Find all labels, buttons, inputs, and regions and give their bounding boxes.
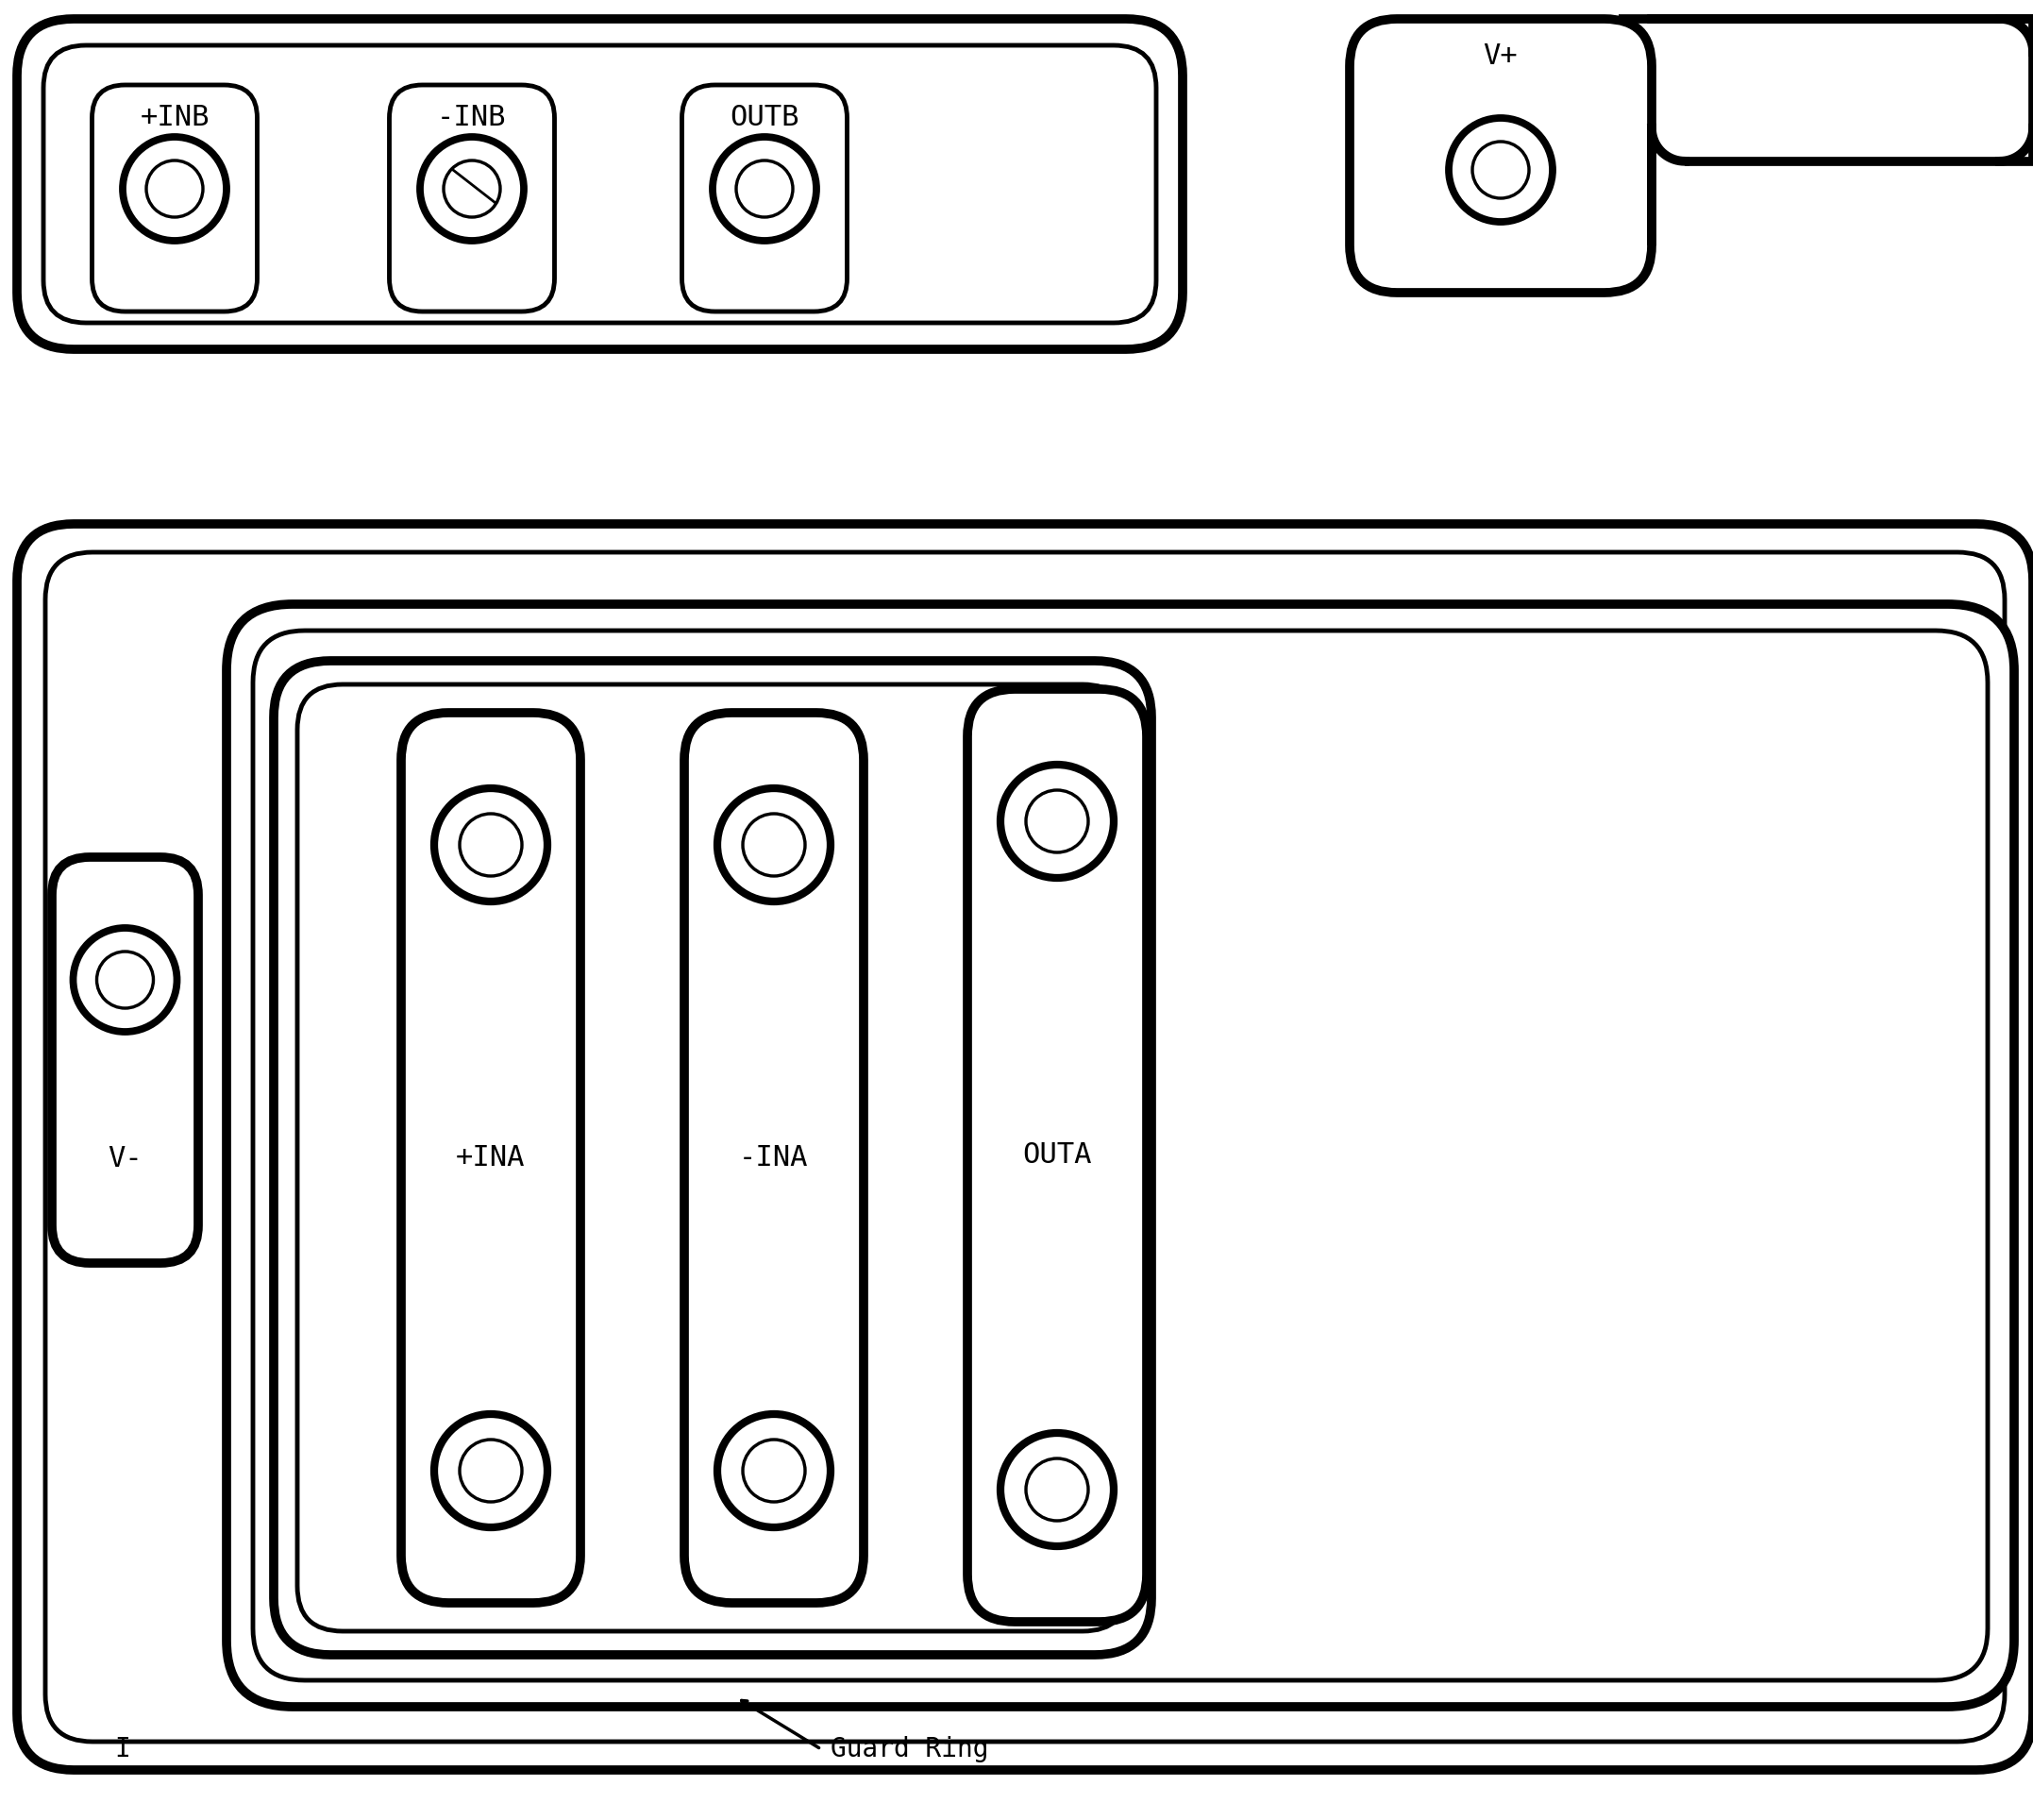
FancyBboxPatch shape [91,86,258,311]
Text: V-: V- [108,1145,142,1172]
Circle shape [146,160,203,217]
Circle shape [736,160,793,217]
Circle shape [122,136,226,240]
Text: V+: V+ [1484,42,1519,69]
Text: I: I [114,1736,130,1762]
FancyBboxPatch shape [390,86,555,311]
Circle shape [718,788,831,901]
FancyBboxPatch shape [53,857,197,1263]
Circle shape [435,788,547,901]
Circle shape [421,136,525,240]
Circle shape [1472,142,1529,198]
Text: -INA: -INA [740,1145,809,1172]
Circle shape [714,136,817,240]
FancyBboxPatch shape [1350,18,1651,293]
Circle shape [742,814,805,875]
Circle shape [435,1414,547,1527]
FancyBboxPatch shape [681,86,848,311]
Circle shape [459,814,522,875]
FancyBboxPatch shape [401,713,581,1603]
Circle shape [443,160,500,217]
Circle shape [1027,790,1088,852]
Circle shape [718,1414,831,1527]
FancyBboxPatch shape [685,713,864,1603]
FancyBboxPatch shape [968,690,1147,1622]
Text: -INB: -INB [437,104,506,131]
FancyBboxPatch shape [16,524,2033,1771]
Text: +INA: +INA [455,1145,525,1172]
FancyBboxPatch shape [16,18,1183,349]
Circle shape [98,952,152,1008]
FancyBboxPatch shape [43,46,1157,322]
Circle shape [73,928,177,1032]
Circle shape [742,1440,805,1501]
Circle shape [1000,764,1114,877]
Circle shape [1450,118,1553,222]
FancyBboxPatch shape [297,684,1128,1631]
Text: Guard Ring: Guard Ring [831,1736,988,1762]
Text: +INB: +INB [140,104,209,131]
Circle shape [459,1440,522,1501]
FancyBboxPatch shape [226,604,2015,1707]
FancyBboxPatch shape [45,551,2005,1742]
FancyBboxPatch shape [252,630,1988,1680]
Circle shape [1027,1458,1088,1522]
Text: OUTB: OUTB [730,104,799,131]
Circle shape [1000,1432,1114,1547]
Text: OUTA: OUTA [1023,1141,1092,1168]
FancyBboxPatch shape [274,661,1151,1654]
